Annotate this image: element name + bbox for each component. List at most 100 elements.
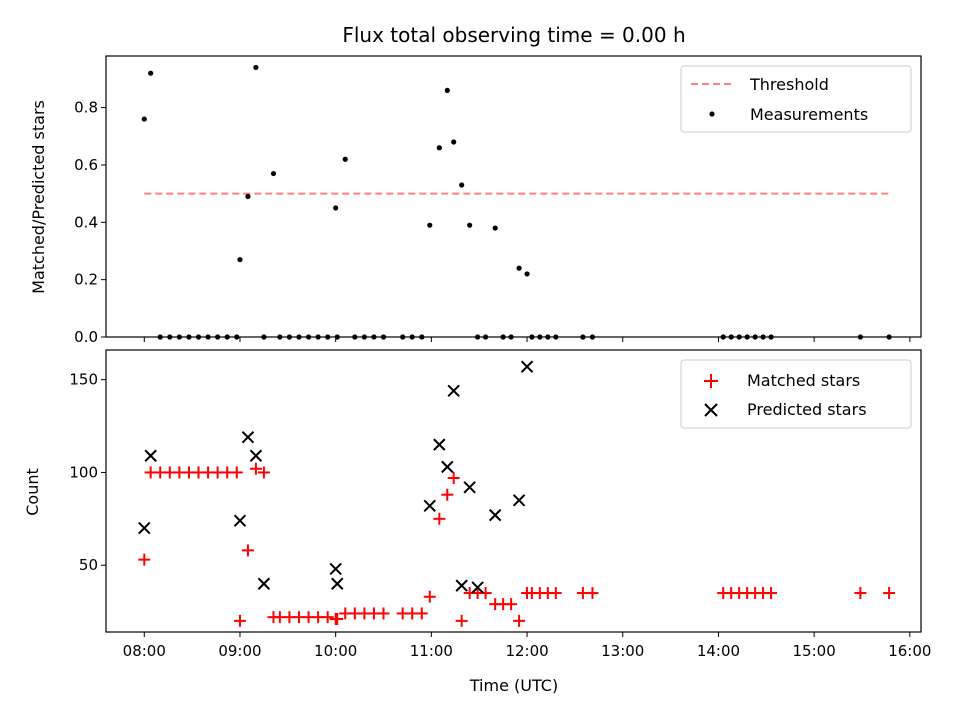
predicted-stars-point	[447, 384, 460, 398]
matched-stars-point	[233, 614, 246, 627]
matched-stars-point	[479, 587, 492, 600]
x-tick-label: 08:00	[123, 642, 166, 660]
matched-stars-point	[331, 613, 344, 626]
top-legend-box	[680, 65, 912, 133]
matched-stars-point	[241, 544, 254, 557]
bottom-legend: Matched stars Predicted stars	[680, 359, 912, 429]
matched-stars-point	[433, 512, 446, 525]
matched-stars-point	[377, 607, 390, 620]
predicted-stars-point	[463, 481, 476, 494]
x-tick-label: 13:00	[601, 642, 644, 660]
bottom-y-tick-label: 100	[69, 463, 98, 481]
legend-predicted-swatch	[704, 403, 718, 417]
bottom-y-tick-label: 150	[69, 371, 98, 389]
matched-stars-point	[455, 614, 468, 627]
matched-stars-point	[765, 587, 778, 600]
x-tick-label: 10:00	[314, 642, 357, 660]
top-legend: Threshold Measurements	[680, 65, 912, 133]
x-tick-label: 12:00	[505, 642, 548, 660]
predicted-stars-point	[138, 521, 151, 535]
top-y-tick-label: 0.0	[74, 328, 98, 346]
x-tick-label: 11:00	[410, 642, 453, 660]
measurement-point	[436, 145, 442, 151]
measurement-point	[342, 156, 348, 162]
bottom-x-ticks: 08:00 09:00 10:00 11:00 12:00 13:00 14:00 15:00…	[123, 632, 931, 660]
x-tick-label: 15:00	[793, 642, 836, 660]
x-axis-label: Time (UTC)	[469, 676, 558, 695]
top-y-tick-label: 0.2	[74, 271, 98, 289]
measurement-point	[451, 139, 457, 145]
predicted-stars-point	[329, 562, 342, 576]
predicted-stars-point	[241, 430, 255, 444]
top-y-axis-label: Matched/Predicted stars	[29, 100, 48, 294]
bottom-legend-box	[680, 359, 912, 429]
top-y-tick-label: 0.4	[74, 213, 98, 231]
matched-stars-point	[423, 590, 436, 603]
matched-stars-point	[505, 598, 518, 611]
matched-stars-point	[138, 553, 151, 566]
x-tick-label: 14:00	[697, 642, 740, 660]
measurement-point	[524, 271, 530, 277]
matched-stars-point	[513, 614, 526, 627]
matched-stars-point	[549, 587, 562, 600]
x-tick-label: 09:00	[218, 642, 261, 660]
predicted-stars-point	[249, 449, 263, 462]
top-panel: Matched/Predicted stars 0.00.20.40.60.8 …	[29, 55, 922, 346]
predicted-stars-point	[455, 579, 468, 592]
matched-stars-point	[586, 587, 599, 600]
predicted-stars-point	[512, 494, 526, 507]
matched-stars-point	[257, 466, 270, 479]
top-y-tick-label: 0.8	[74, 99, 98, 117]
bottom-y-ticks: 50 100 150	[69, 371, 106, 574]
measurement-point	[148, 70, 154, 76]
legend-threshold-label: Threshold	[749, 75, 829, 94]
predicted-stars-point	[423, 499, 436, 513]
predicted-stars-point	[520, 360, 534, 373]
bottom-plot-area	[138, 360, 896, 627]
predicted-stars-point	[331, 577, 344, 590]
matched-stars-point	[321, 611, 334, 624]
chart-title: Flux total observing time = 0.00 h	[342, 23, 685, 47]
x-tick-label: 16:00	[888, 642, 931, 660]
matched-stars-point	[447, 472, 460, 485]
predicted-stars-point	[257, 577, 271, 590]
matched-stars-point	[230, 466, 243, 479]
top-axes-frame	[105, 55, 922, 338]
measurement-point	[253, 64, 259, 71]
predicted-stars-point	[441, 460, 454, 474]
measurement-point	[270, 170, 277, 177]
predicted-stars-point	[144, 449, 157, 462]
legend-matched-swatch	[704, 374, 718, 388]
measurement-point	[467, 222, 473, 228]
matched-stars-point	[854, 587, 867, 600]
bottom-y-axis-label: Count	[23, 468, 42, 516]
top-y-tick-label: 0.6	[74, 156, 98, 174]
bottom-panel: Count 50 100 150 08:00 09:00 10:00 11:00 12:00…	[23, 349, 931, 695]
bottom-axes-frame	[105, 349, 922, 633]
predicted-stars-point	[233, 514, 247, 527]
measurement-point	[237, 256, 243, 263]
measurement-point	[444, 87, 450, 94]
measurement-point	[492, 225, 498, 231]
predicted-stars-point	[488, 508, 502, 522]
measurement-point	[245, 193, 251, 200]
legend-predicted-label: Predicted stars	[747, 400, 867, 419]
matched-stars-point	[883, 587, 896, 600]
matched-stars-point	[441, 488, 454, 501]
predicted-stars-point	[471, 581, 484, 594]
top-y-ticks: 0.0 0.2 0.4 0.6 0.8	[74, 99, 106, 346]
measurement-point	[333, 205, 339, 211]
predicted-stars-point	[433, 438, 446, 451]
legend-measurements-label: Measurements	[750, 105, 868, 124]
top-x-ticks	[143, 337, 911, 342]
matched-stars-point	[249, 462, 262, 475]
bottom-y-tick-label: 50	[79, 556, 98, 574]
legend-matched-label: Matched stars	[747, 371, 860, 390]
matched-stars-point	[415, 607, 428, 620]
measurement-point	[459, 182, 465, 188]
legend-measurements-swatch	[709, 111, 715, 117]
measurement-point	[427, 222, 433, 228]
measurement-point	[516, 265, 522, 271]
measurement-point	[141, 116, 147, 122]
